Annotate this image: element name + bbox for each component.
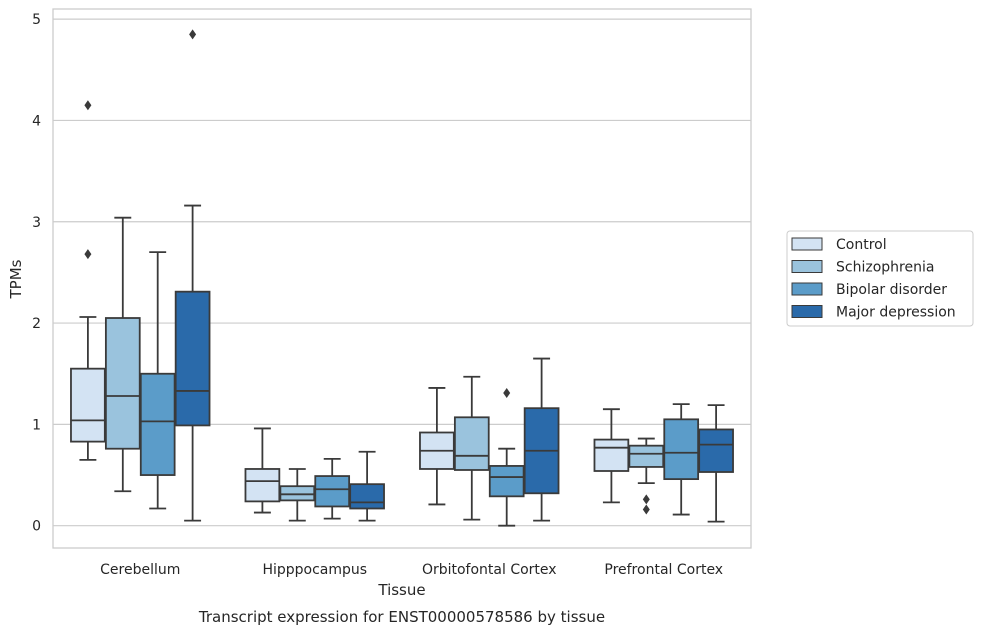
box-0-0: [70, 100, 106, 461]
box-body: [244, 468, 281, 503]
legend-swatch: [791, 260, 823, 273]
box-2-2: [488, 387, 525, 527]
y-axis-ticks: 0 1 2 3 4 5: [32, 12, 41, 535]
box-body: [488, 465, 525, 498]
box-body: [663, 418, 700, 481]
box-2-0: [139, 251, 176, 510]
box-1-0: [104, 216, 141, 493]
box-3-1: [349, 450, 385, 522]
legend-swatch: [791, 282, 823, 296]
x-axis-ticks: Cerebellum Hipppocampus Orbitofontal Corte…: [100, 562, 723, 578]
legend: Control Schizophrenia Bipolar disorder Majo…: [786, 230, 974, 327]
box-body: [314, 475, 351, 508]
box-0-3: [593, 408, 630, 504]
legend-frame: [786, 230, 974, 327]
legend-swatch: [791, 237, 823, 251]
box-body: [279, 485, 316, 502]
y-tick-label: 0: [32, 519, 41, 535]
plot-area: [52, 8, 752, 549]
box-body: [698, 428, 734, 473]
legend-label: Control: [836, 237, 887, 253]
legend-label: Bipolar disorder: [836, 282, 947, 298]
box-body: [139, 372, 176, 476]
outlier-point: [84, 100, 92, 111]
outlier-point: [642, 504, 650, 515]
box-body: [453, 416, 490, 471]
box-0-2: [419, 387, 455, 506]
box-1-1: [279, 468, 316, 522]
box-2-1: [314, 457, 351, 520]
x-tick-label: Cerebellum: [100, 562, 180, 578]
box-body: [174, 290, 211, 427]
box-body: [70, 367, 106, 443]
box-3-3: [698, 404, 734, 523]
box-body: [104, 317, 141, 450]
y-tick-label: 2: [32, 316, 41, 332]
outlier-point: [642, 494, 650, 505]
x-axis-label: Tissue: [377, 581, 425, 599]
y-tick-label: 4: [32, 113, 41, 129]
box-1-2: [453, 375, 490, 521]
y-tick-label: 1: [32, 417, 41, 433]
box-1-3: [628, 437, 665, 515]
box-3-2: [523, 357, 560, 522]
legend-label: Schizophrenia: [836, 260, 934, 276]
y-tick-label: 3: [32, 215, 41, 231]
figure-caption: Transcript expression for ENST0000057858…: [198, 608, 605, 626]
y-tick-label: 5: [32, 12, 41, 28]
box-body: [628, 444, 665, 468]
legend-label: Major depression: [836, 305, 956, 321]
box-0-1: [244, 427, 281, 514]
x-tick-label: Hipppocampus: [262, 562, 367, 578]
boxes: [70, 29, 734, 527]
y-axis-label: TPMs: [7, 259, 25, 299]
outlier-point: [189, 29, 197, 40]
outlier-point: [503, 387, 511, 398]
legend-swatch: [791, 305, 823, 318]
x-tick-label: Orbitofontal Cortex: [422, 562, 557, 578]
box-body: [593, 438, 630, 472]
box-2-3: [663, 403, 700, 516]
box-3-0: [174, 29, 211, 522]
x-tick-label: Prefrontal Cortex: [604, 562, 723, 578]
box-body: [349, 483, 385, 510]
outlier-point: [84, 249, 92, 260]
